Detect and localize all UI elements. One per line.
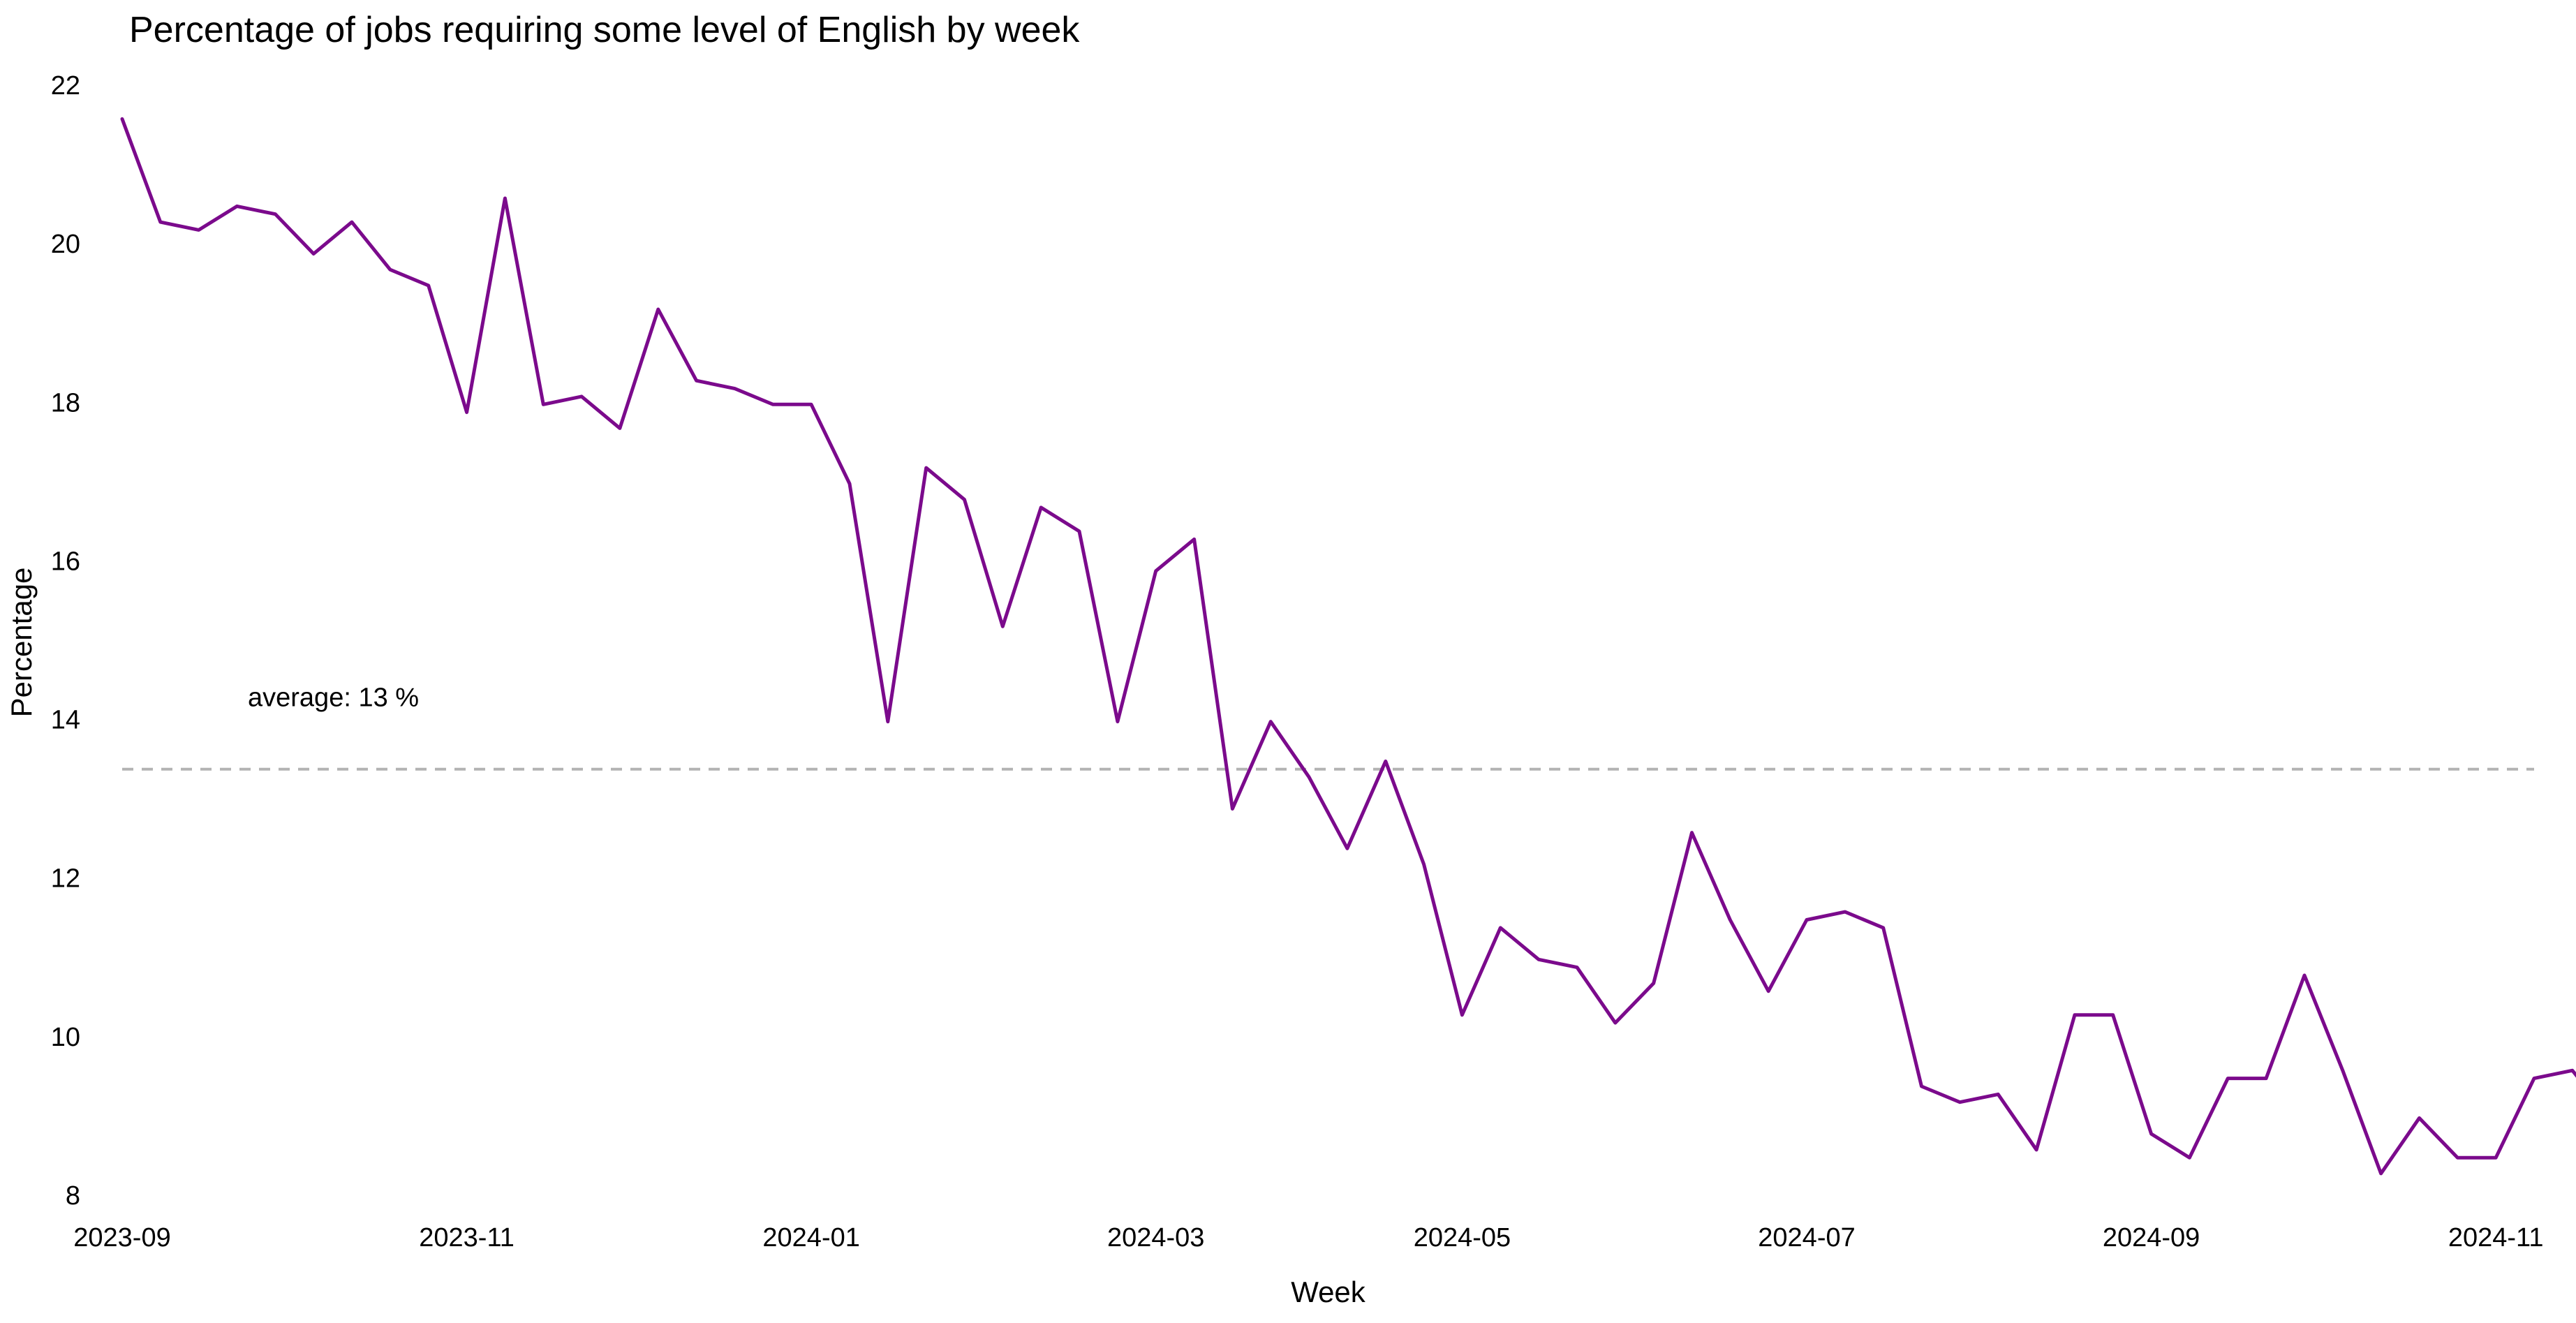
x-tick-label: 2024-07 <box>1758 1223 1855 1252</box>
y-tick-label: 16 <box>51 547 80 576</box>
x-tick-label: 2024-11 <box>2448 1223 2544 1252</box>
y-axis-label: Percentage <box>5 568 38 718</box>
y-tick-label: 20 <box>51 230 80 259</box>
chart-background <box>0 0 2576 1323</box>
x-tick-label: 2023-09 <box>73 1223 170 1252</box>
y-tick-label: 22 <box>51 71 80 101</box>
x-tick-label: 2023-11 <box>419 1223 515 1252</box>
average-label: average: 13 % <box>248 683 419 713</box>
line-chart: Percentage of jobs requiring some level … <box>0 0 2576 1323</box>
x-axis-label: Week <box>1291 1276 1366 1308</box>
x-tick-label: 2024-09 <box>2103 1223 2200 1252</box>
y-tick-label: 10 <box>51 1023 80 1052</box>
y-tick-label: 14 <box>51 706 80 735</box>
y-tick-label: 8 <box>66 1181 80 1211</box>
chart-title: Percentage of jobs requiring some level … <box>129 10 1080 50</box>
chart-container: Percentage of jobs requiring some level … <box>0 0 2576 1323</box>
x-tick-label: 2024-05 <box>1414 1223 1511 1252</box>
y-tick-label: 18 <box>51 388 80 417</box>
y-tick-label: 12 <box>51 864 80 894</box>
x-tick-label: 2024-03 <box>1107 1223 1204 1252</box>
x-tick-label: 2024-01 <box>762 1223 859 1252</box>
